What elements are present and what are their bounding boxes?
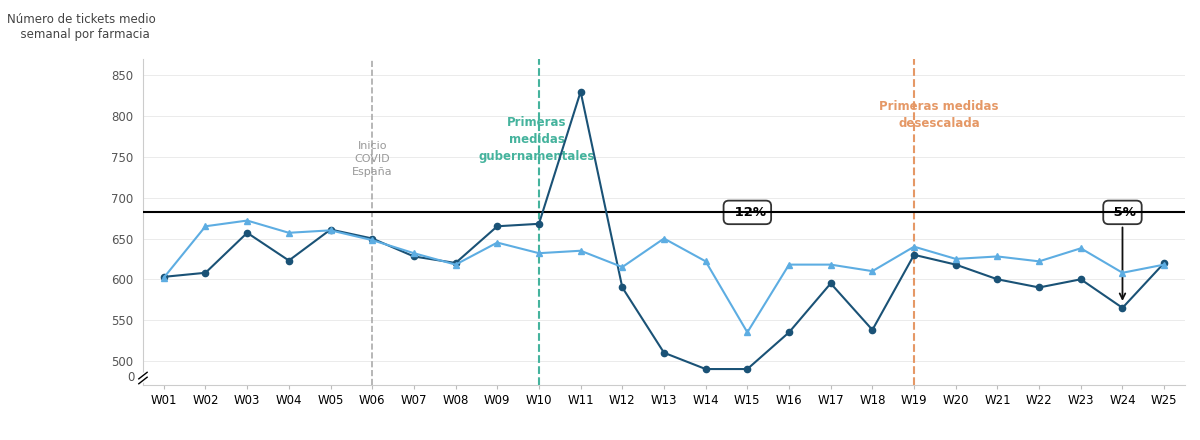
Text: -12%: -12%: [728, 206, 766, 219]
Text: Número de tickets medio
  semanal por farmacia: Número de tickets medio semanal por farm…: [7, 13, 156, 41]
Text: -5%: -5%: [1109, 206, 1136, 219]
Text: 0: 0: [127, 371, 134, 384]
Text: Primeras
medidas
gubernamentales: Primeras medidas gubernamentales: [479, 116, 595, 163]
Text: Primeras medidas
desescalada: Primeras medidas desescalada: [880, 100, 998, 130]
Text: Inicio
COVID
España: Inicio COVID España: [352, 141, 392, 177]
